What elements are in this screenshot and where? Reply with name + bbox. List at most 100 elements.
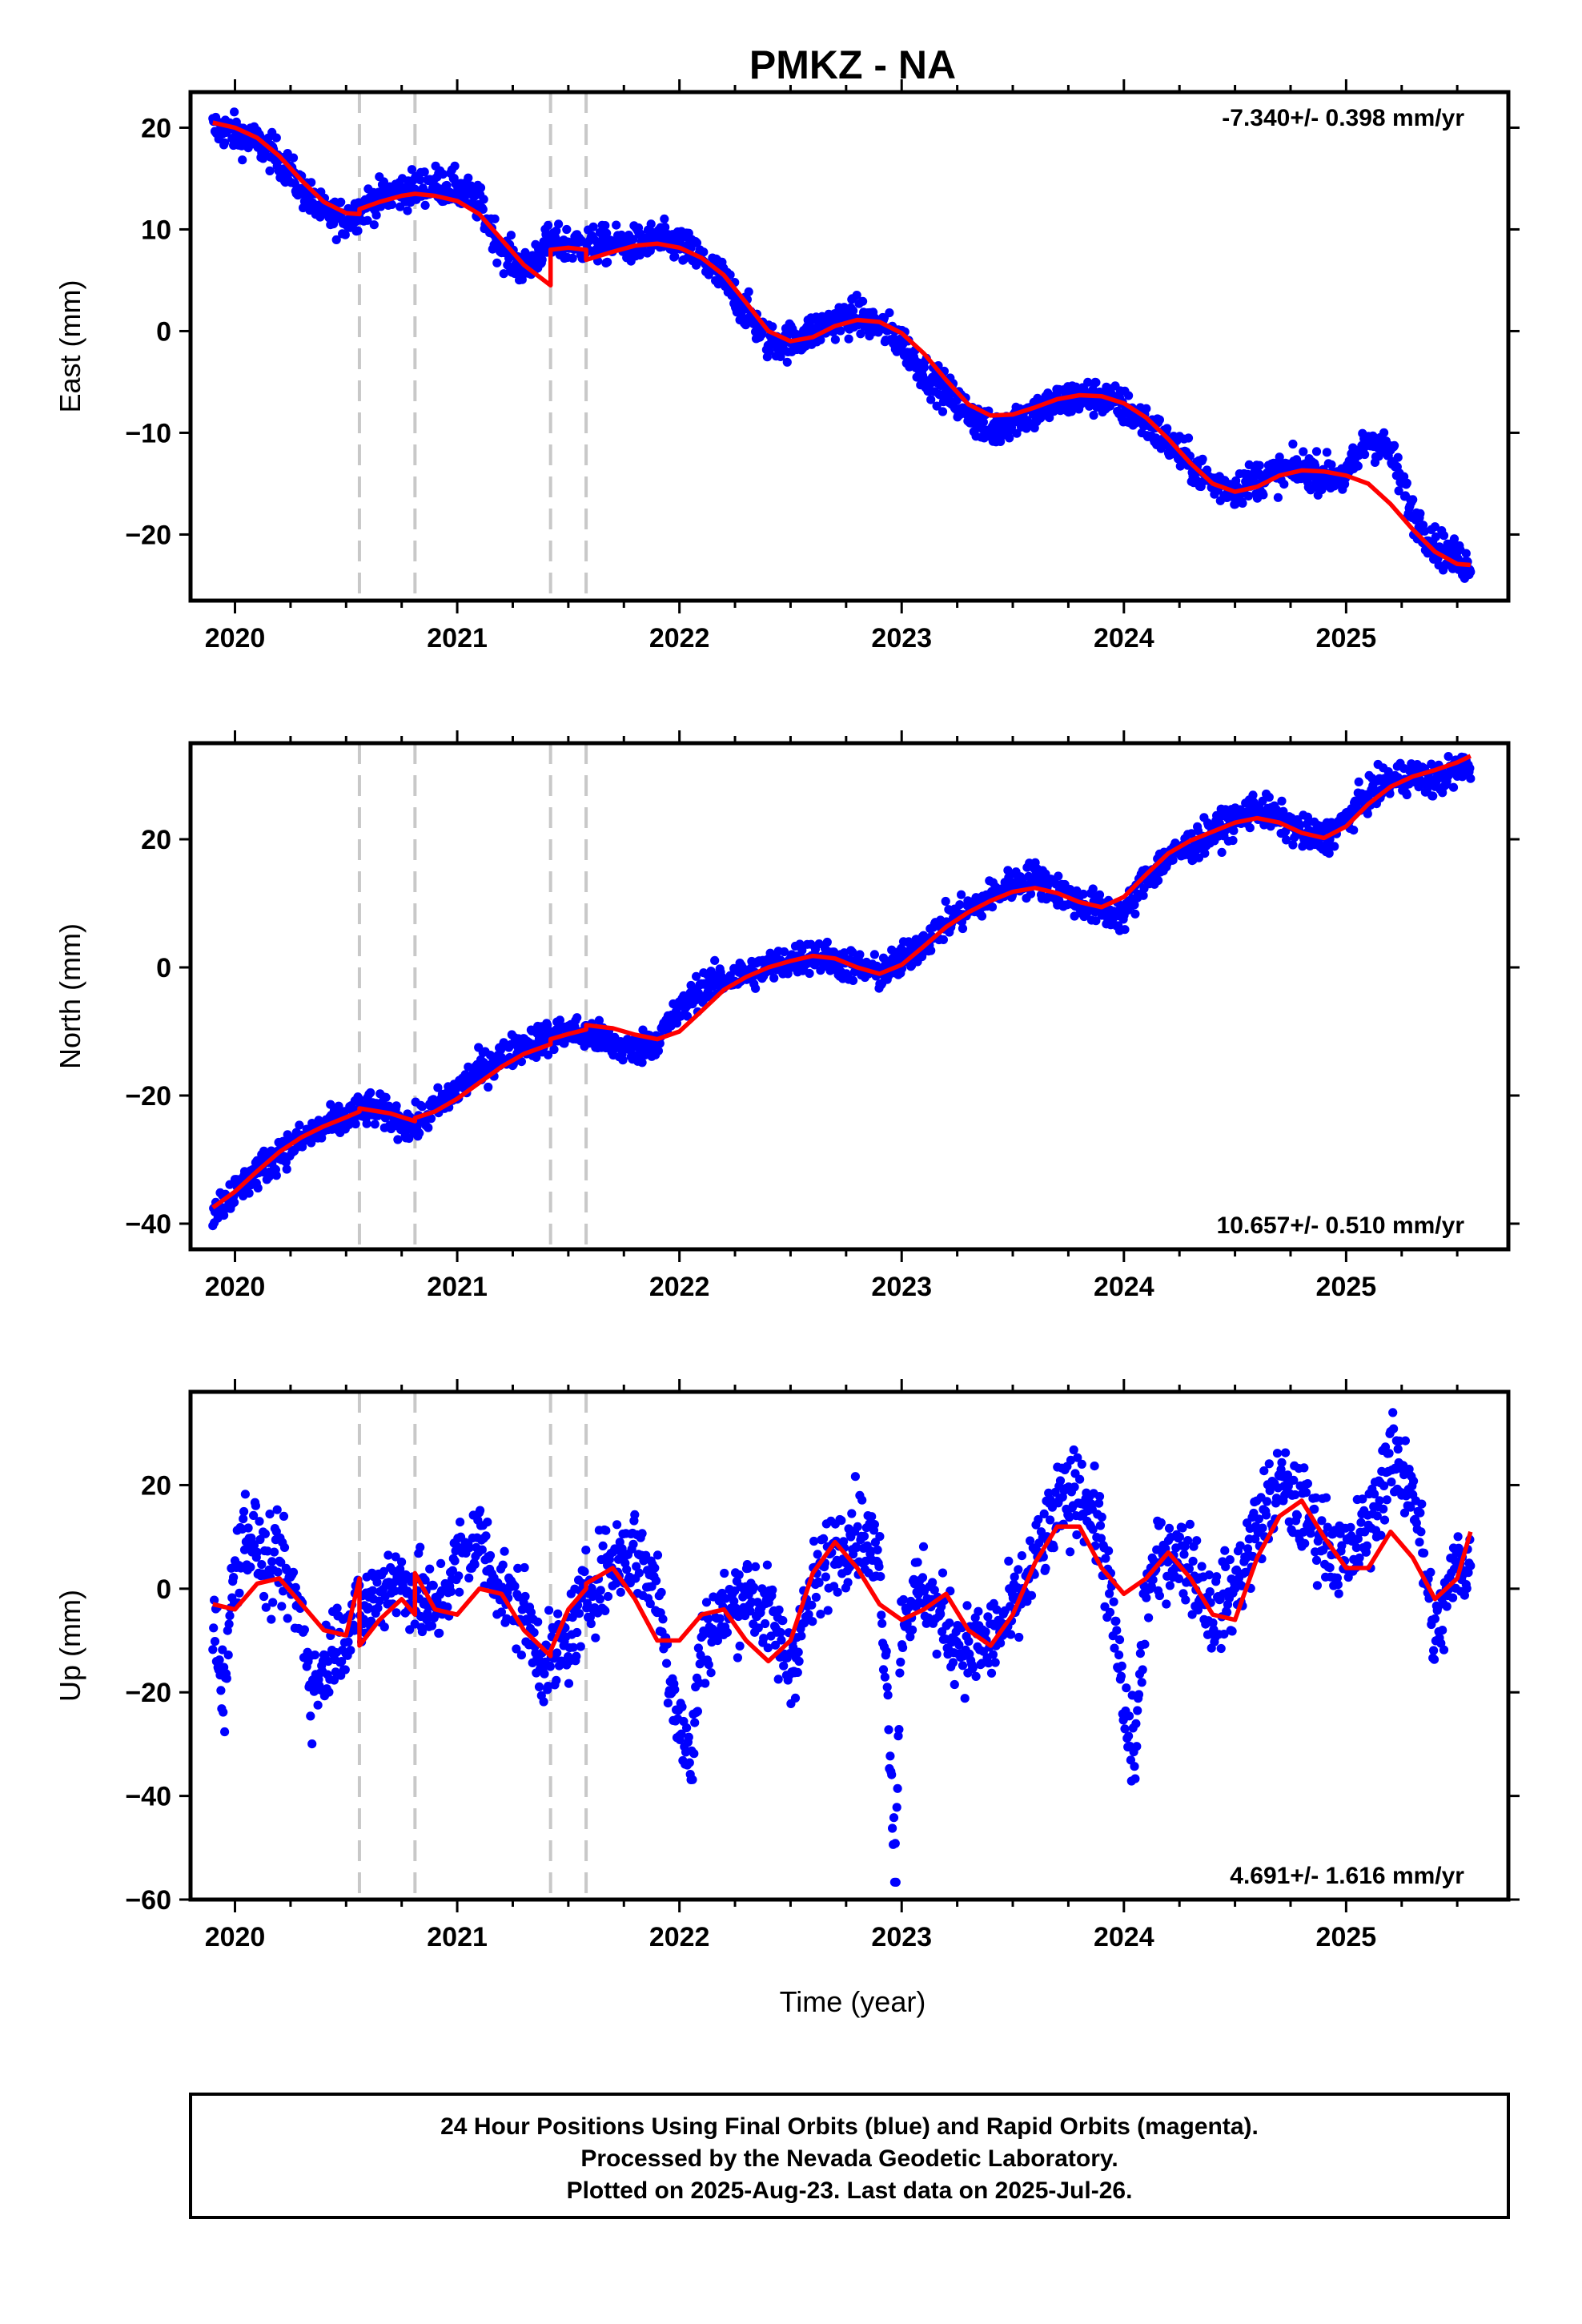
- data-point: [420, 167, 429, 177]
- data-point: [1165, 1581, 1174, 1590]
- data-point: [422, 1615, 432, 1625]
- data-point: [572, 1651, 581, 1661]
- data-point: [381, 1092, 391, 1102]
- data-point: [328, 219, 339, 229]
- data-point: [887, 1770, 897, 1779]
- data-point: [1088, 884, 1098, 894]
- data-point: [917, 1573, 928, 1582]
- data-point: [279, 1542, 290, 1552]
- data-point: [1090, 1462, 1099, 1471]
- data-point: [1135, 1649, 1145, 1659]
- data-point: [1006, 1630, 1016, 1639]
- data-point: [443, 1602, 452, 1612]
- data-point: [391, 1608, 401, 1618]
- data-point: [1466, 774, 1476, 783]
- data-point: [263, 1546, 272, 1556]
- data-point: [779, 1661, 789, 1671]
- data-point: [968, 1663, 978, 1672]
- data-point: [1041, 1563, 1050, 1573]
- data-point: [690, 1718, 700, 1727]
- data-point: [544, 1050, 553, 1059]
- data-point: [876, 1572, 885, 1582]
- data-point: [988, 1650, 998, 1659]
- data-point: [656, 1587, 666, 1598]
- data-point: [1105, 1589, 1114, 1598]
- data-point: [533, 1617, 543, 1626]
- data-point: [1354, 777, 1363, 787]
- data-point: [715, 1614, 725, 1623]
- data-point: [646, 219, 656, 229]
- data-point: [324, 1687, 334, 1697]
- data-point: [568, 1642, 578, 1652]
- data-point: [268, 1598, 278, 1607]
- data-point: [807, 1600, 817, 1610]
- data-point: [703, 1614, 713, 1623]
- data-point: [337, 1657, 347, 1667]
- data-point: [890, 1839, 900, 1848]
- data-point: [843, 1578, 853, 1587]
- data-point: [986, 1668, 997, 1678]
- data-point: [544, 1606, 554, 1615]
- data-point: [465, 1543, 475, 1553]
- data-point: [1070, 1482, 1079, 1492]
- data-point: [1273, 493, 1283, 502]
- data-point: [253, 1183, 263, 1193]
- east-y-axis-label: East (mm): [54, 280, 86, 413]
- data-point: [544, 1682, 553, 1691]
- data-point: [1101, 1554, 1110, 1563]
- data-point: [1104, 1546, 1114, 1556]
- data-point: [282, 1164, 291, 1174]
- data-point: [307, 1739, 317, 1749]
- data-point: [332, 1603, 342, 1613]
- data-point: [353, 226, 363, 235]
- data-point: [1185, 1519, 1195, 1529]
- data-point: [1402, 790, 1411, 800]
- data-point: [1148, 1575, 1158, 1585]
- data-point: [492, 258, 502, 267]
- data-point: [1322, 448, 1331, 457]
- data-point: [628, 235, 638, 244]
- data-point: [1402, 478, 1411, 488]
- north-x-tick-label: 2022: [649, 1272, 710, 1302]
- data-point: [882, 1683, 892, 1692]
- data-point: [1250, 477, 1259, 487]
- data-point: [464, 1573, 474, 1583]
- data-point: [884, 1725, 893, 1735]
- data-point: [1077, 1459, 1086, 1469]
- data-point: [847, 1509, 857, 1518]
- data-point: [926, 395, 936, 404]
- data-point: [1117, 1661, 1126, 1671]
- data-point: [273, 1567, 283, 1577]
- data-point: [706, 1668, 716, 1678]
- data-point: [552, 1648, 562, 1658]
- data-point: [693, 1643, 704, 1653]
- data-point: [1217, 847, 1227, 857]
- data-point: [220, 1727, 230, 1737]
- data-point: [1164, 1523, 1174, 1533]
- data-point: [1383, 767, 1393, 777]
- data-point: [1220, 1546, 1230, 1555]
- data-point: [1120, 925, 1130, 935]
- data-point: [216, 1686, 226, 1695]
- data-point: [1299, 447, 1308, 456]
- data-point: [950, 1679, 959, 1690]
- data-point: [1461, 549, 1471, 558]
- data-point: [682, 1723, 692, 1733]
- data-point: [753, 1623, 763, 1633]
- data-point: [362, 1119, 371, 1128]
- data-point: [410, 1619, 420, 1629]
- data-point: [1134, 1690, 1144, 1699]
- data-point: [396, 1564, 405, 1574]
- data-point: [1415, 509, 1425, 518]
- data-point: [1394, 486, 1403, 496]
- data-point: [283, 1614, 292, 1623]
- data-point: [794, 1656, 804, 1667]
- data-point: [540, 1669, 549, 1679]
- east-points: [208, 107, 1476, 583]
- data-point: [1215, 818, 1224, 828]
- data-point: [1243, 491, 1253, 501]
- data-point: [448, 1566, 458, 1575]
- data-point: [1046, 1515, 1055, 1525]
- data-point: [257, 1560, 267, 1570]
- data-point: [455, 1587, 464, 1597]
